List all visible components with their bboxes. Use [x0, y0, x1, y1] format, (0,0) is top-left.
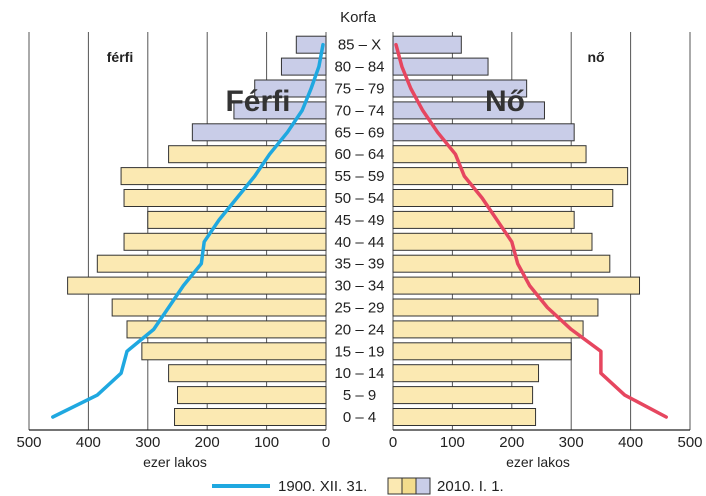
bar-male-10 — [123, 189, 327, 207]
age-label-3: 15 – 19 — [334, 343, 384, 360]
side-label-right: nő — [587, 49, 604, 65]
bar-male-5 — [111, 298, 327, 317]
x-tick-label-left-400: 400 — [76, 434, 101, 451]
x-tick-label-right-500: 500 — [677, 434, 702, 451]
line-1900-male — [51, 42, 325, 419]
age-label-17: 85 – X — [338, 37, 381, 54]
age-label-7: 35 – 39 — [334, 256, 384, 273]
age-label-8: 40 – 44 — [334, 234, 384, 251]
age-label-12: 60 – 64 — [334, 146, 384, 163]
bar-male-11 — [120, 167, 327, 186]
legend-label-bar: 2010. I. 1. — [437, 478, 504, 495]
bar-female-7 — [392, 254, 611, 273]
age-label-11: 55 – 59 — [334, 168, 384, 185]
bar-male-9 — [147, 210, 327, 229]
bar-male-7 — [96, 254, 327, 273]
x-axis-label-right: ezer lakos — [506, 454, 570, 470]
x-tick-label-right-200: 200 — [499, 434, 524, 451]
bar-female-15 — [392, 79, 528, 98]
age-label-9: 45 – 49 — [334, 212, 384, 229]
age-label-13: 65 – 69 — [334, 124, 384, 141]
legend: 1900. XII. 31. 2010. I. 1. — [212, 477, 504, 495]
age-label-0: 0 – 4 — [343, 409, 376, 426]
bar-male-3 — [141, 342, 327, 361]
bar-female-3 — [392, 342, 572, 361]
side-label-left: férfi — [107, 49, 133, 65]
x-tick-label-left-100: 100 — [254, 434, 279, 451]
age-label-2: 10 – 14 — [334, 365, 384, 382]
lines-layer — [51, 42, 668, 419]
bar-female-9 — [392, 210, 575, 229]
age-label-10: 50 – 54 — [334, 190, 384, 207]
x-tick-label-left-300: 300 — [135, 434, 160, 451]
grid-layer — [28, 32, 691, 430]
x-tick-label-right-0: 0 — [389, 434, 397, 451]
axes-layer: 0 0 100 100 200 200 300 300 400 400 500 500 0 – 4 5 –… — [16, 37, 702, 451]
bar-female-0 — [392, 408, 537, 426]
x-tick-label-right-300: 300 — [559, 434, 584, 451]
bar-male-8 — [123, 232, 327, 251]
bar-female-14 — [392, 101, 545, 120]
bar-female-17 — [392, 35, 462, 54]
line-1900-female — [394, 42, 668, 419]
bar-female-10 — [392, 189, 614, 207]
x-axis-label-left: ezer lakos — [143, 454, 207, 470]
bar-female-16 — [392, 57, 489, 76]
age-label-5: 25 – 29 — [334, 300, 384, 317]
bar-female-12 — [392, 145, 587, 164]
bar-female-11 — [392, 167, 629, 186]
bar-male-1 — [177, 386, 327, 405]
overlay-label-right: Nő — [485, 85, 525, 118]
bar-male-17 — [295, 35, 327, 54]
overlay-label-left: Férfi — [225, 85, 290, 118]
bar-female-5 — [392, 298, 599, 317]
bar-female-8 — [392, 232, 593, 251]
bar-female-2 — [392, 364, 540, 383]
x-tick-label-left-500: 500 — [16, 434, 41, 451]
age-label-1: 5 – 9 — [343, 387, 376, 404]
age-label-14: 70 – 74 — [334, 102, 384, 119]
bar-female-4 — [392, 320, 584, 339]
bar-female-1 — [392, 386, 534, 405]
bars-layer — [67, 35, 641, 426]
x-tick-label-right-100: 100 — [440, 434, 465, 451]
age-label-6: 30 – 34 — [334, 278, 384, 295]
labels-layer: Korfa férfi nő Férfi Nő ezer lakos ezer … — [107, 9, 605, 470]
chart-title: Korfa — [340, 9, 377, 26]
bar-male-2 — [168, 364, 327, 383]
bar-female-13 — [392, 123, 575, 142]
bar-male-4 — [126, 320, 327, 339]
age-label-15: 75 – 79 — [334, 81, 384, 98]
bar-female-6 — [392, 276, 641, 295]
legend-bar-swatch — [387, 477, 431, 495]
bar-male-0 — [174, 408, 327, 426]
age-label-4: 20 – 24 — [334, 321, 384, 338]
age-label-16: 80 – 84 — [334, 59, 384, 76]
bar-male-13 — [191, 123, 327, 142]
x-tick-label-left-200: 200 — [195, 434, 220, 451]
bar-male-12 — [168, 145, 327, 164]
bar-male-6 — [67, 276, 327, 295]
x-tick-label-right-400: 400 — [618, 434, 643, 451]
x-tick-label-left-0: 0 — [322, 434, 330, 451]
legend-label-line: 1900. XII. 31. — [278, 478, 367, 495]
bar-male-16 — [280, 57, 327, 76]
